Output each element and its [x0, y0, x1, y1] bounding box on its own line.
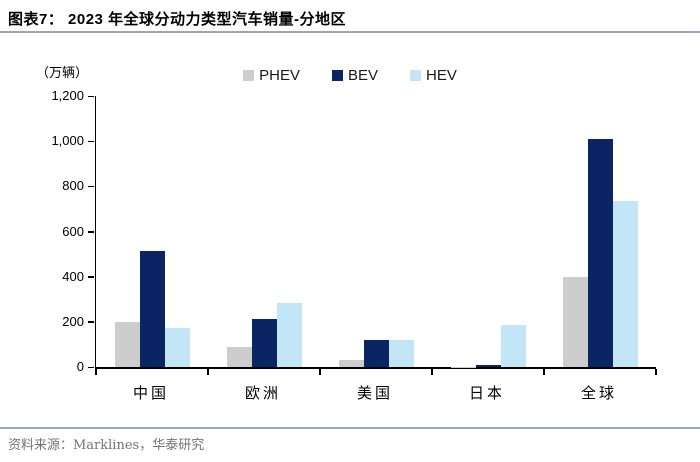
legend-swatch-phev: [243, 69, 255, 81]
bar-bev-2: [363, 339, 389, 367]
x-category-label: 日本: [468, 384, 505, 402]
bar-phev-4: [562, 276, 588, 367]
y-tick-label: 800: [62, 178, 84, 194]
bar-bev-0: [139, 250, 165, 367]
bar-phev-0: [114, 321, 140, 367]
bar-hev-2: [388, 340, 414, 367]
plot-area: [95, 96, 656, 369]
y-tick-mark: [88, 95, 94, 97]
legend-item-phev: PHEV: [243, 67, 300, 84]
bar-hev-4: [612, 201, 638, 367]
legend-swatch-hev: [410, 69, 422, 81]
legend-item-bev: BEV: [332, 67, 378, 84]
x-tick-mark: [655, 369, 657, 375]
x-tick-mark: [543, 369, 545, 375]
x-tick-mark: [207, 369, 209, 375]
x-tick-mark: [95, 369, 97, 375]
x-category-label: 欧洲: [244, 384, 281, 402]
bar-hev-3: [500, 324, 526, 367]
y-tick-label: 600: [62, 223, 84, 239]
bar-bev-1: [251, 319, 277, 367]
x-category-label: 美国: [356, 384, 393, 402]
chart-legend: PHEV BEV HEV: [0, 66, 700, 84]
y-tick-mark: [88, 366, 94, 368]
x-category-label: 中国: [132, 384, 169, 402]
y-tick-mark: [88, 231, 94, 233]
bar-bev-4: [587, 138, 613, 367]
y-tick-mark: [88, 321, 94, 323]
footer-divider: [0, 427, 700, 429]
y-tick-label: 1,000: [51, 133, 84, 149]
y-tick-label: 0: [76, 359, 84, 374]
bar-hev-1: [276, 302, 302, 367]
y-tick-mark: [88, 276, 94, 278]
legend-label: PHEV: [259, 66, 300, 84]
bar-phev-1: [226, 347, 252, 367]
y-tick-label: 400: [62, 268, 84, 284]
legend-label: BEV: [348, 66, 379, 84]
x-tick-mark: [431, 369, 433, 375]
chart-title: 图表7： 2023 年全球分动力类型汽车销量-分地区: [8, 11, 347, 28]
y-tick-mark: [88, 185, 94, 188]
y-tick-label: 1,200: [51, 88, 84, 103]
legend-item-hev: HEV: [410, 67, 457, 84]
y-axis-unit-label: （万辆）: [36, 66, 89, 81]
legend-swatch-bev: [332, 69, 343, 81]
bar-phev-2: [338, 360, 364, 367]
x-category-label: 全球: [580, 384, 617, 402]
y-tick-mark: [88, 140, 94, 143]
source-note: 资料来源：Marklines，华泰研究: [8, 438, 205, 453]
y-tick-label: 200: [62, 313, 84, 329]
title-divider: [0, 31, 700, 33]
bar-hev-0: [164, 328, 190, 367]
x-tick-mark: [319, 369, 321, 375]
legend-label: HEV: [426, 66, 457, 84]
bar-bev-3: [475, 364, 501, 367]
